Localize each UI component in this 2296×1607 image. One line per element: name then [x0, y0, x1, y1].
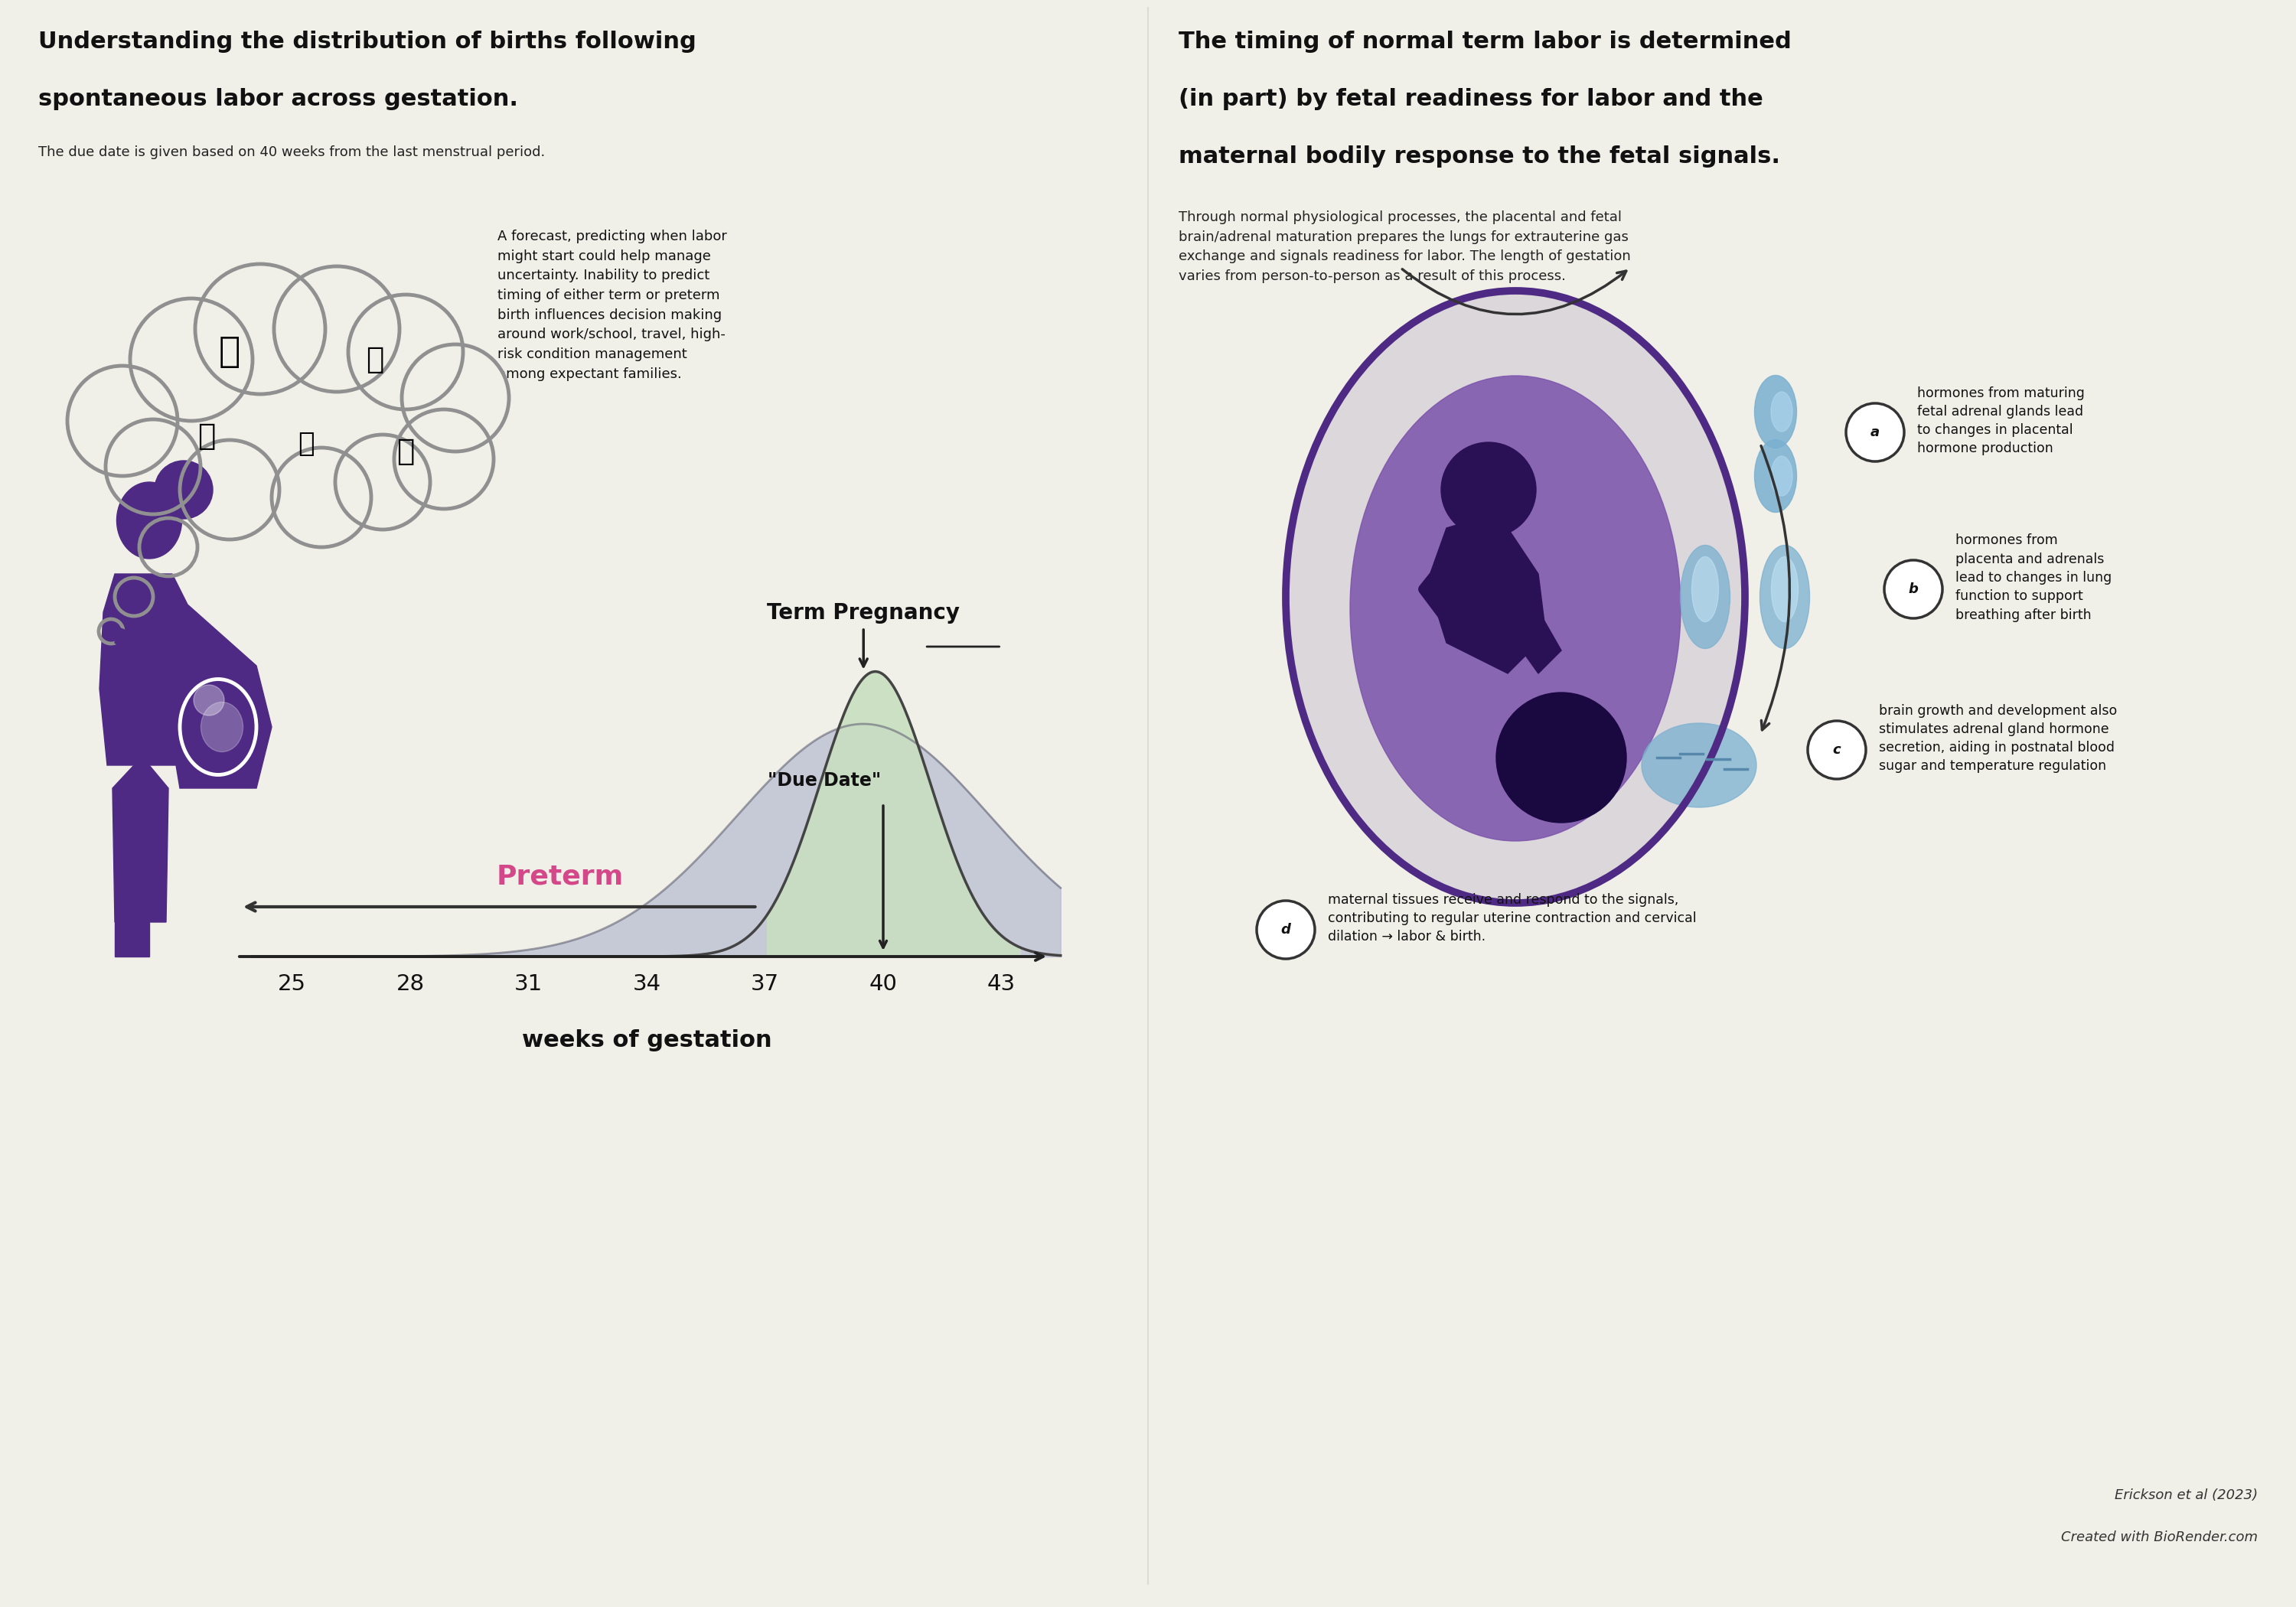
Circle shape	[395, 410, 494, 509]
Text: 🏥: 🏥	[298, 431, 315, 456]
Ellipse shape	[1681, 545, 1731, 649]
Text: 43: 43	[987, 974, 1015, 995]
Circle shape	[193, 685, 225, 715]
Ellipse shape	[1759, 545, 1809, 649]
Text: 💵: 💵	[365, 346, 383, 374]
Ellipse shape	[1770, 456, 1793, 497]
Ellipse shape	[1754, 440, 1795, 513]
Text: 37: 37	[751, 974, 778, 995]
Circle shape	[1885, 561, 1942, 619]
Circle shape	[273, 267, 400, 392]
Text: Term Pregnancy: Term Pregnancy	[767, 603, 960, 624]
Text: c: c	[1832, 742, 1841, 757]
Ellipse shape	[1642, 723, 1756, 807]
Text: (in part) by fetal readiness for labor and the: (in part) by fetal readiness for labor a…	[1178, 88, 1763, 111]
Text: d: d	[1281, 922, 1290, 937]
Text: hormones from
placenta and adrenals
lead to changes in lung
function to support
: hormones from placenta and adrenals lead…	[1956, 534, 2112, 622]
Text: "Due Date": "Due Date"	[767, 771, 882, 789]
Text: Preterm: Preterm	[496, 865, 625, 890]
Text: weeks of gestation: weeks of gestation	[521, 1028, 771, 1051]
Ellipse shape	[1754, 376, 1795, 448]
Text: Created with BioRender.com: Created with BioRender.com	[2062, 1530, 2257, 1544]
Text: 28: 28	[395, 974, 425, 995]
Text: 🏫: 🏫	[397, 437, 416, 466]
Text: 📅: 📅	[197, 421, 216, 450]
Polygon shape	[99, 574, 271, 787]
Circle shape	[106, 419, 200, 514]
Text: 34: 34	[631, 974, 661, 995]
Circle shape	[154, 461, 214, 519]
Polygon shape	[113, 765, 168, 922]
Polygon shape	[115, 627, 257, 750]
Polygon shape	[1499, 596, 1561, 673]
Circle shape	[115, 579, 154, 615]
Circle shape	[99, 619, 124, 643]
Text: A forecast, predicting when labor
might start could help manage
uncertainty. Ina: A forecast, predicting when labor might …	[498, 230, 728, 381]
Circle shape	[1807, 722, 1867, 779]
Ellipse shape	[1286, 291, 1745, 903]
Circle shape	[335, 434, 429, 530]
Text: Understanding the distribution of births following: Understanding the distribution of births…	[39, 31, 696, 53]
Ellipse shape	[202, 702, 243, 752]
Ellipse shape	[1773, 556, 1798, 622]
Text: 25: 25	[278, 974, 305, 995]
Text: Through normal physiological processes, the placental and fetal
brain/adrenal ma: Through normal physiological processes, …	[1178, 211, 1630, 283]
Circle shape	[1497, 693, 1626, 823]
Circle shape	[131, 299, 253, 421]
Text: 40: 40	[870, 974, 898, 995]
Text: maternal bodily response to the fetal signals.: maternal bodily response to the fetal si…	[1178, 145, 1779, 167]
Circle shape	[349, 294, 464, 410]
Text: 🚗: 🚗	[218, 334, 241, 370]
Text: The due date is given based on 40 weeks from the last menstrual period.: The due date is given based on 40 weeks …	[39, 145, 544, 159]
Circle shape	[67, 366, 177, 476]
Polygon shape	[115, 922, 149, 956]
Text: 31: 31	[514, 974, 542, 995]
Ellipse shape	[117, 482, 181, 559]
Text: maternal tissues receive and respond to the signals,
contributing to regular ute: maternal tissues receive and respond to …	[1327, 893, 1697, 943]
Polygon shape	[1428, 516, 1545, 673]
Circle shape	[271, 448, 372, 546]
Text: spontaneous labor across gestation.: spontaneous labor across gestation.	[39, 88, 519, 111]
Circle shape	[1442, 442, 1536, 537]
Circle shape	[140, 517, 197, 577]
Ellipse shape	[1350, 376, 1681, 840]
Ellipse shape	[1692, 556, 1717, 622]
Text: Erickson et al (2023): Erickson et al (2023)	[2115, 1488, 2257, 1503]
Circle shape	[195, 264, 326, 394]
Circle shape	[179, 440, 280, 540]
Text: brain growth and development also
stimulates adrenal gland hormone
secretion, ai: brain growth and development also stimul…	[1878, 704, 2117, 773]
Circle shape	[1846, 403, 1903, 461]
Text: a: a	[1871, 426, 1880, 439]
Text: b: b	[1908, 582, 1917, 596]
Circle shape	[402, 344, 510, 452]
Ellipse shape	[1770, 392, 1793, 432]
Circle shape	[1256, 900, 1316, 959]
Text: The timing of normal term labor is determined: The timing of normal term labor is deter…	[1178, 31, 1791, 53]
Text: hormones from maturing
fetal adrenal glands lead
to changes in placental
hormone: hormones from maturing fetal adrenal gla…	[1917, 386, 2085, 456]
